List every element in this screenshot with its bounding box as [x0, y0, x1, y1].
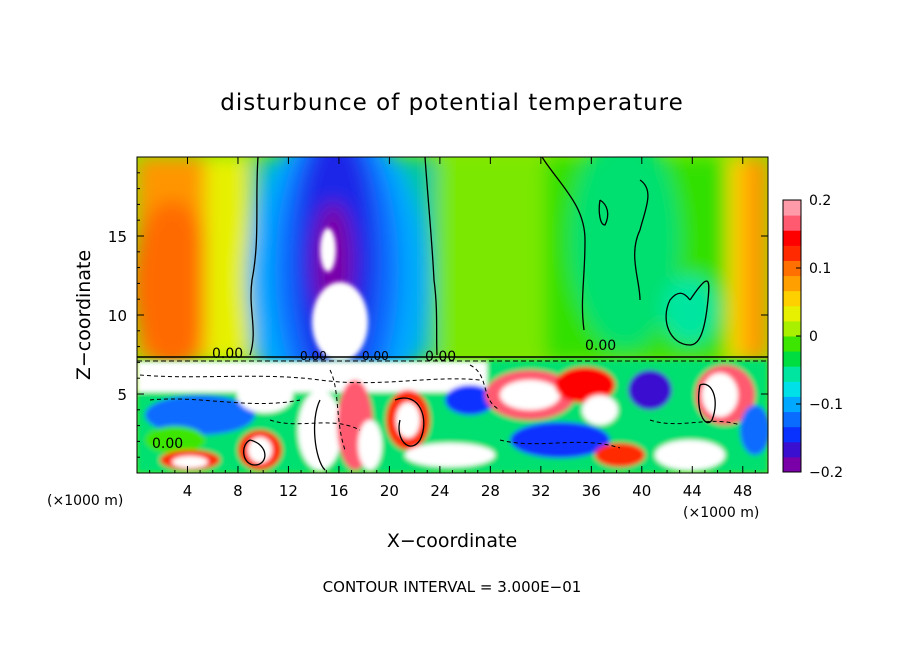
colorbar-swatch — [783, 381, 801, 397]
contour-label: 0.00 — [585, 338, 616, 354]
chart-title: disturbunce of potential temperature — [220, 90, 684, 116]
colorbar-swatch — [783, 456, 801, 473]
x-tick-label: 24 — [430, 482, 449, 500]
contour-label: 0.00 — [152, 436, 183, 452]
colorbar-tick-label: 0.1 — [809, 261, 831, 277]
colorbar-tick-label: −0.2 — [809, 465, 843, 481]
x-tick-label: 48 — [733, 482, 752, 500]
heatmap-field: 0.00 0.00 0.00 0.00 0.00 0.00 — [137, 157, 768, 473]
contour-label: 0.00 — [212, 346, 243, 362]
x-tick-label: 36 — [582, 482, 601, 500]
colorbar-swatch — [783, 351, 801, 367]
colorbar-swatch — [783, 290, 801, 307]
colorbar-swatch — [783, 396, 801, 413]
colorbar-swatch — [783, 320, 801, 337]
y-axis-label: Z−coordinate — [73, 250, 95, 380]
colorbar-swatch — [783, 245, 801, 261]
colorbar — [783, 200, 801, 473]
colorbar-swatch — [783, 366, 801, 382]
y-tick-label: 10 — [108, 307, 127, 325]
colorbar-swatch — [783, 215, 801, 231]
contour-labels: 0.00 0.00 0.00 0.00 0.00 0.00 — [152, 338, 616, 452]
dashed-contours — [139, 364, 741, 451]
x-unit-right: (×1000 m) — [683, 505, 759, 521]
colorbar-swatch — [783, 260, 801, 277]
x-tick-label: 28 — [481, 482, 500, 500]
colorbar-swatch — [783, 426, 801, 443]
colorbar-tick-label: 0.2 — [809, 193, 831, 209]
colorbar-tick-label: −0.1 — [809, 397, 843, 413]
colorbar-swatch — [783, 441, 801, 458]
x-tick-label: 12 — [279, 482, 298, 500]
colorbar-swatch — [783, 411, 801, 428]
colorbar-tick-label: 0 — [809, 329, 818, 345]
x-axis-label: X−coordinate — [387, 530, 517, 552]
x-tick-label: 8 — [233, 482, 243, 500]
x-unit-left: (×1000 m) — [47, 493, 123, 509]
x-tick-label: 20 — [380, 482, 399, 500]
x-tick-label: 4 — [183, 482, 193, 500]
contour-label: 0.00 — [362, 349, 389, 363]
y-tick-label: 5 — [117, 386, 127, 404]
x-axis: 4 8 12 16 20 24 28 32 36 40 44 48 — [149, 157, 756, 500]
colorbar-swatch — [783, 200, 801, 216]
x-tick-label: 16 — [329, 482, 348, 500]
colorbar-swatch — [783, 305, 801, 322]
x-tick-label: 32 — [531, 482, 550, 500]
y-tick-label: 15 — [108, 228, 127, 246]
contour-label: 0.00 — [425, 349, 456, 365]
y-axis: 5 10 15 — [108, 172, 768, 458]
colorbar-swatch — [783, 230, 801, 246]
x-tick-label: 44 — [683, 482, 702, 500]
x-tick-label: 40 — [632, 482, 651, 500]
colorbar-swatch — [783, 336, 801, 352]
contour-label: 0.00 — [300, 349, 327, 363]
colorbar-ticks: 0.2 0.1 0 −0.1 −0.2 — [796, 193, 843, 481]
contour-interval: CONTOUR INTERVAL = 3.000E−01 — [323, 578, 582, 596]
contour-lines — [243, 157, 716, 471]
colorbar-swatch — [783, 275, 801, 292]
